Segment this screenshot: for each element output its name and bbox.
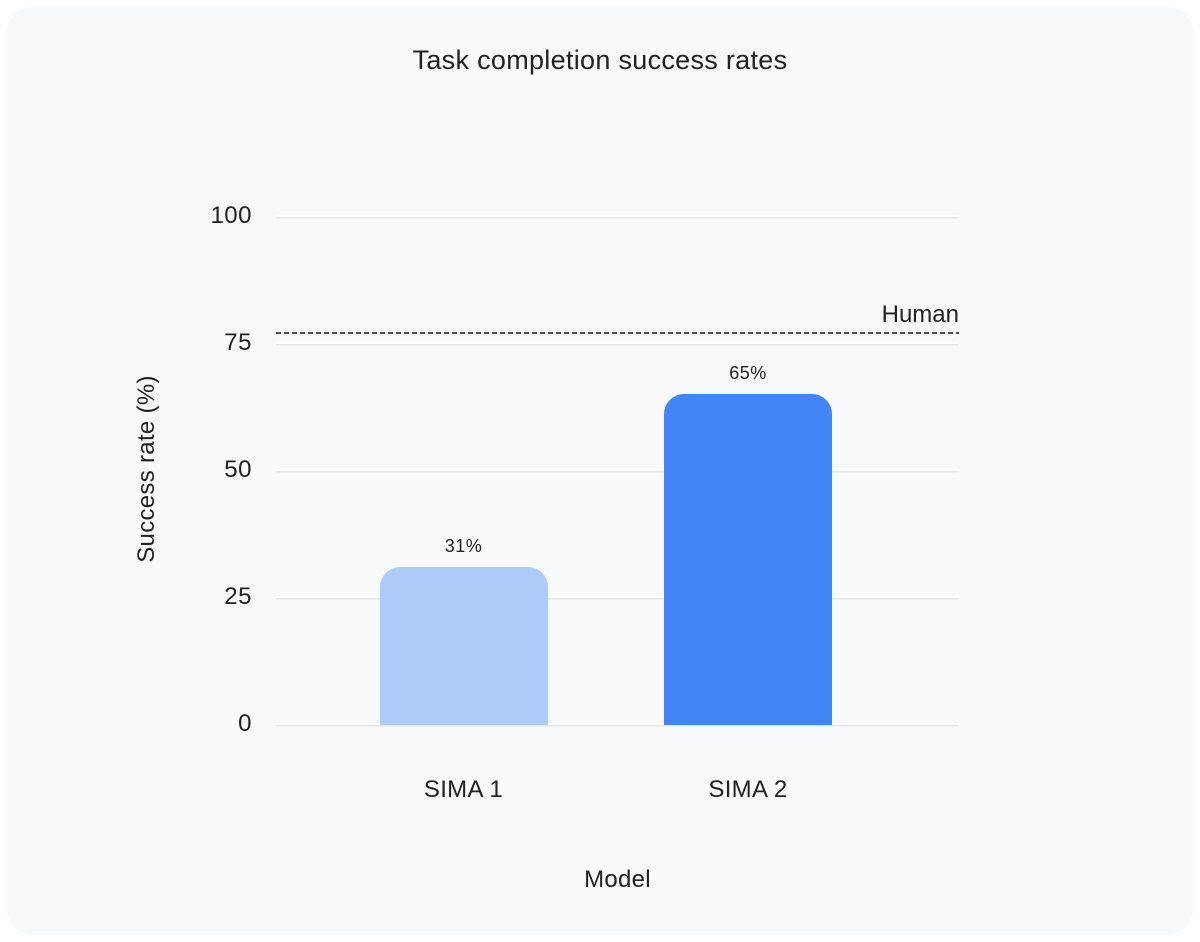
x-tick-label: SIMA 1 bbox=[423, 776, 504, 803]
gridline bbox=[276, 342, 959, 344]
y-tick-label: 0 bbox=[238, 710, 252, 737]
bar-sima-2 bbox=[664, 393, 832, 725]
x-tick-label: SIMA 2 bbox=[708, 776, 788, 803]
y-tick-label: 50 bbox=[224, 456, 252, 483]
x-axis-title: Model bbox=[584, 866, 651, 893]
gridline bbox=[276, 469, 959, 471]
bar-sima-1 bbox=[379, 566, 548, 725]
y-axis-title: Success rate (%) bbox=[133, 375, 160, 563]
chart-card: Task completion success rates 0 25 50 75 100… bbox=[7, 7, 1193, 935]
gridline bbox=[276, 596, 959, 598]
human-reference-label: Human bbox=[881, 300, 959, 328]
gridline bbox=[276, 723, 959, 725]
bar-value-label: 31% bbox=[444, 535, 483, 556]
y-tick-label: 75 bbox=[224, 329, 252, 356]
bar-value-label: 65% bbox=[729, 362, 767, 383]
y-tick-label: 100 bbox=[210, 202, 252, 229]
gridline bbox=[276, 215, 959, 217]
human-reference-line bbox=[276, 331, 959, 334]
chart-title: Task completion success rates bbox=[412, 45, 788, 75]
plot-area: 0 25 50 75 100 Human 31% SIMA 1 65% SIMA 2 bbox=[7, 7, 1193, 935]
y-tick-label: 25 bbox=[224, 583, 252, 610]
